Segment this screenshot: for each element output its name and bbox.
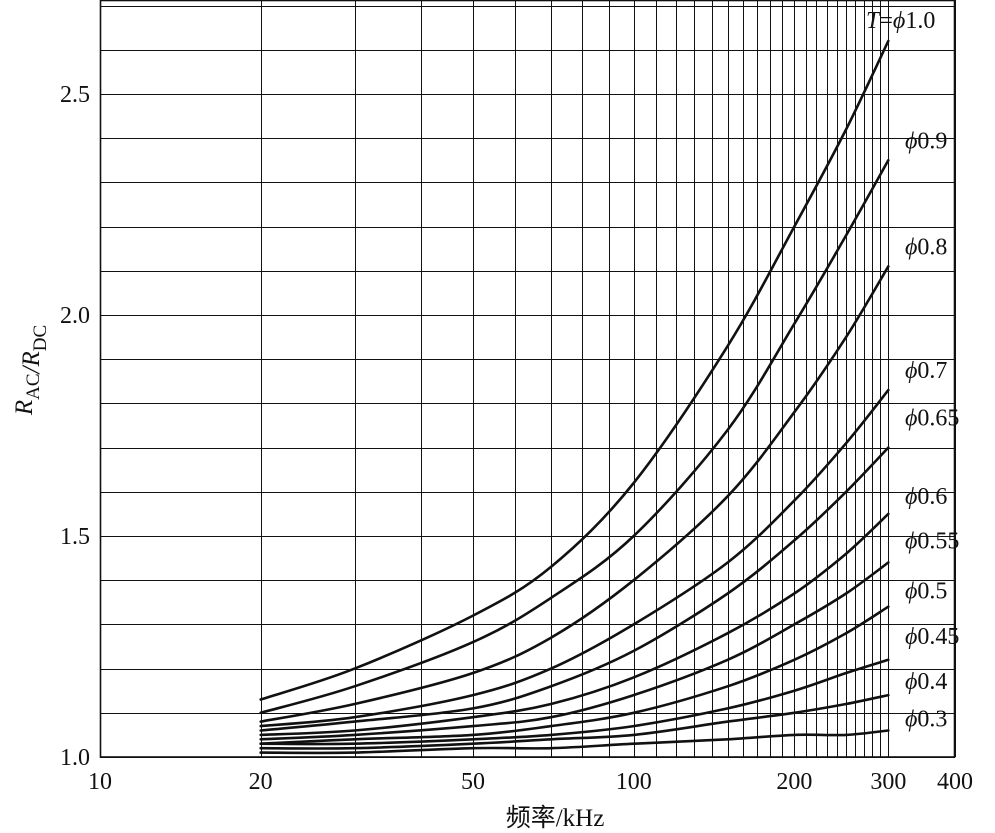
x-axis-label: 频率/kHz [506,804,605,832]
x-tick-label-5: 300 [870,769,906,795]
series-line-6 [259,561,890,741]
y-tick-labels: 1.0 1.5 2.0 2.5 [60,82,90,771]
series-label-9: ϕ0.4 [905,669,947,695]
x-tick-label-4: 200 [776,769,812,795]
y-tick-label-3: 2.5 [60,82,90,108]
y-tick-label-0: 1.0 [60,745,90,771]
y-axis-label: RAC/RDC [11,325,51,416]
series-line-5 [259,512,890,737]
series-line-8 [259,658,890,746]
x-tick-labels: 10 20 50 100 200 300 400 [88,769,973,795]
y-tick-label-1: 1.5 [60,524,90,550]
grid [99,0,957,759]
series-line-4 [259,446,890,732]
y-axis-label-group: RAC/RDC [11,325,51,416]
x-tick-label-0: 10 [88,769,112,795]
series-line-7 [259,605,890,745]
series-label-7: ϕ0.5 [905,579,947,605]
series-line-1 [259,159,890,715]
series-label-10: ϕ0.3 [905,706,947,732]
plot-frame [99,0,956,758]
series-label-2: ϕ0.8 [905,234,947,260]
series-label-8: ϕ0.45 [905,624,959,650]
series-line-9 [259,693,890,750]
x-tick-label-1: 20 [249,769,273,795]
series-label-3: ϕ0.7 [905,358,947,384]
series-line-10 [259,729,890,755]
series-label-5: ϕ0.6 [905,484,947,510]
series-line-3 [259,388,890,728]
series-line-2 [259,265,890,723]
series-labels: T=ϕ1.0 ϕ0.9 ϕ0.8 ϕ0.7 ϕ0.65 ϕ0.6 ϕ0.55 ϕ0.5 ϕ0.4… [866,8,959,732]
x-tick-label-6: 400 [937,769,973,795]
y-tick-label-2: 2.0 [60,303,90,329]
x-tick-label-2: 50 [461,769,485,795]
x-tick-label-3: 100 [616,769,652,795]
series-label-1: ϕ0.9 [905,128,947,154]
series-label-4: ϕ0.65 [905,406,959,432]
series-label-0: T=ϕ1.0 [866,8,935,34]
curves [259,39,890,755]
series-label-6: ϕ0.55 [905,529,959,555]
series-line-0 [259,39,890,701]
